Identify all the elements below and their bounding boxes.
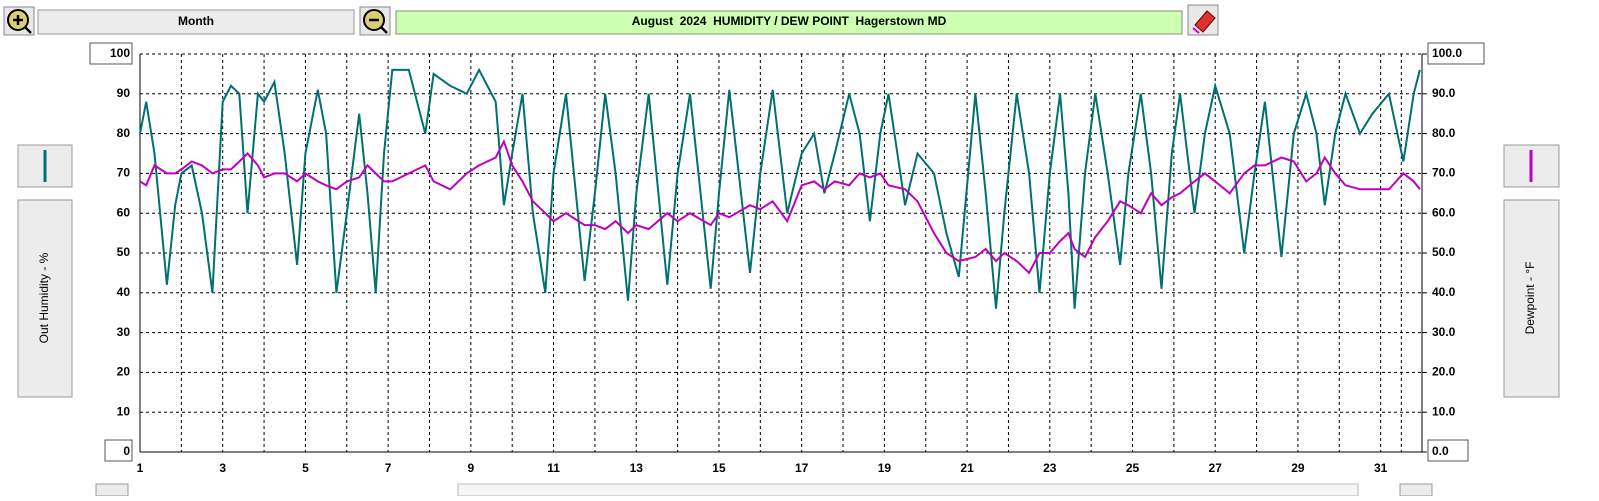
scroll-left[interactable] [95, 483, 129, 497]
y2-tick-label: 80.0 [1432, 126, 1456, 140]
y2-tick-label: 50.0 [1432, 245, 1456, 259]
y2-tick-label: 40.0 [1432, 285, 1456, 299]
month-button[interactable] [37, 9, 355, 35]
x-tick-label: 23 [1043, 461, 1057, 475]
series-line [139, 139, 1421, 275]
x-tick-label: 7 [385, 461, 392, 475]
month-label: Month [178, 14, 214, 28]
y2-max-box [1427, 42, 1485, 65]
y-min-box [104, 439, 133, 462]
y2-axis-label: Dewpoint - °F [1523, 262, 1537, 335]
zoom-out-button[interactable] [359, 6, 391, 36]
chart-title: August 2024 HUMIDITY / DEW POINT Hagerst… [632, 14, 947, 28]
y2-tick-label: 60.0 [1432, 205, 1456, 219]
x-tick-label: 1 [137, 461, 144, 475]
x-tick-label: 21 [960, 461, 974, 475]
y-tick-label: 10 [117, 404, 131, 418]
x-tick-label: 25 [1126, 461, 1140, 475]
scrollbar[interactable] [457, 483, 1359, 497]
y2-tick-label: 10.0 [1432, 404, 1456, 418]
x-tick-label: 19 [878, 461, 892, 475]
series-line [139, 67, 1421, 309]
y-tick-label: 0 [123, 444, 130, 458]
y2-tick-label: 0.0 [1432, 444, 1449, 458]
title-bar [395, 10, 1183, 35]
y-axis-label: Out Humidity - % [37, 252, 51, 343]
x-tick-label: 13 [630, 461, 644, 475]
x-tick-label: 17 [795, 461, 809, 475]
x-tick-label: 29 [1291, 461, 1305, 475]
x-tick-label: 31 [1374, 461, 1388, 475]
y-tick-label: 40 [117, 285, 131, 299]
y-tick-label: 20 [117, 365, 131, 379]
y2-tick-label: 70.0 [1432, 166, 1456, 180]
zoom-in-button[interactable] [3, 6, 35, 36]
y-tick-label: 60 [117, 205, 131, 219]
x-tick-label: 15 [712, 461, 726, 475]
legend-panel[interactable] [1503, 199, 1560, 398]
y-tick-label: 70 [117, 166, 131, 180]
legend-panel[interactable] [17, 199, 73, 398]
y2-tick-label: 100.0 [1432, 46, 1462, 60]
y-tick-label: 100 [110, 46, 130, 60]
x-tick-label: 11 [547, 461, 560, 475]
y-tick-label: 30 [117, 325, 131, 339]
y2-tick-label: 20.0 [1432, 365, 1456, 379]
eraser-button[interactable] [1187, 4, 1219, 36]
y2-min-box [1427, 439, 1469, 462]
y-tick-label: 90 [117, 86, 131, 100]
x-tick-label: 9 [467, 461, 474, 475]
scroll-right[interactable] [1399, 483, 1433, 497]
y-tick-label: 80 [117, 126, 131, 140]
y2-tick-label: 90.0 [1432, 86, 1456, 100]
x-tick-label: 5 [302, 461, 309, 475]
y-max-box [89, 42, 133, 65]
y2-tick-label: 30.0 [1432, 325, 1456, 339]
x-tick-label: 27 [1209, 461, 1223, 475]
x-tick-label: 3 [219, 461, 226, 475]
y-tick-label: 50 [117, 245, 131, 259]
